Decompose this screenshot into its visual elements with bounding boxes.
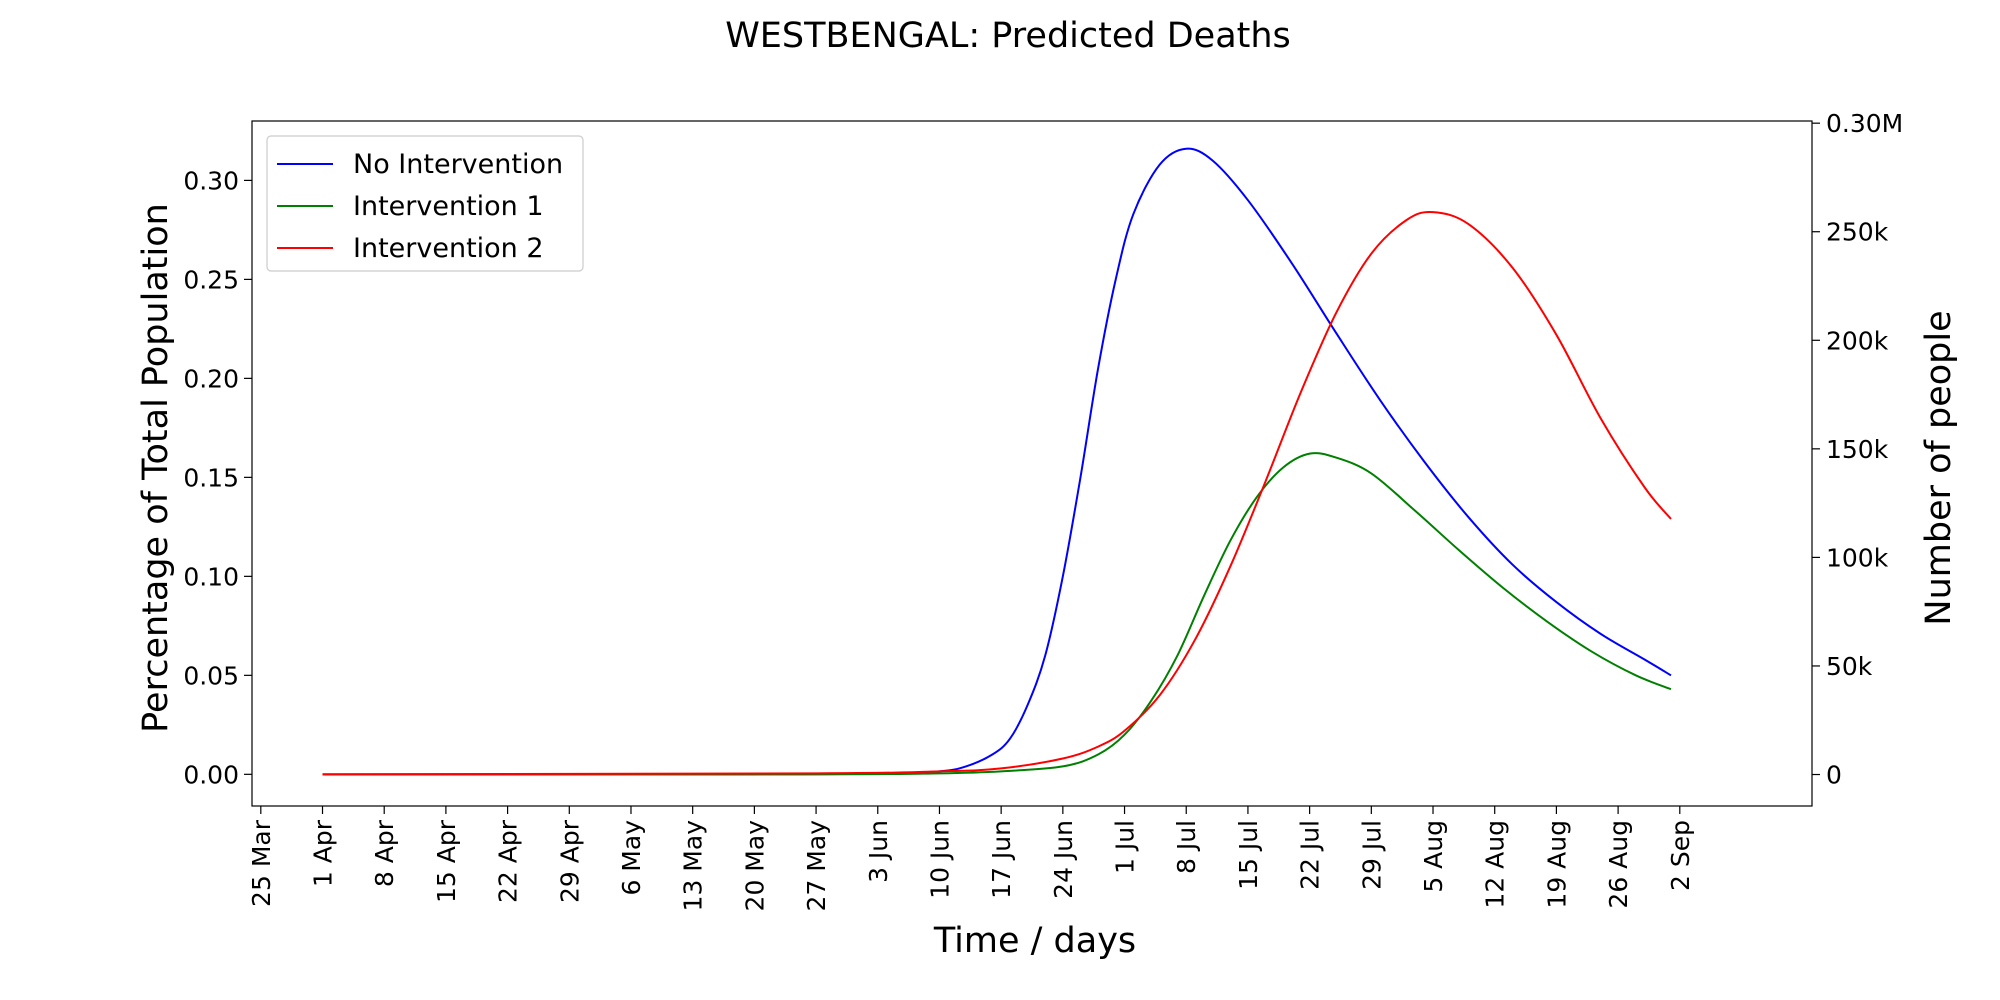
legend: No Intervention Intervention 1 Interventio… xyxy=(266,135,584,272)
y-tick-label: 0.00 xyxy=(183,760,239,789)
x-tick-label: 29 Apr xyxy=(555,819,584,903)
x-tick-label: 17 Jun xyxy=(987,820,1016,899)
x-tick-label: 15 Jul xyxy=(1234,820,1263,890)
x-tick-label: 20 May xyxy=(740,820,769,912)
y-axis-label: Percentage of Total Population xyxy=(136,203,176,733)
x-tick-label: 13 May xyxy=(679,820,708,912)
legend-label: Intervention 1 xyxy=(353,191,544,222)
series-layer xyxy=(322,147,1672,776)
legend-label: No Intervention xyxy=(353,149,563,180)
plot-area-frame xyxy=(251,120,1813,807)
x-tick-label: 24 Jun xyxy=(1049,820,1078,899)
x-tick-label: 29 Jul xyxy=(1357,820,1386,890)
x-tick-layer: 25 Mar 1 Apr 8 Apr 15 Apr 22 Apr 29 Apr 6 May 1… xyxy=(247,806,1695,911)
y-tick-label: 0.30 xyxy=(183,166,239,195)
x-tick-label: 27 May xyxy=(802,820,831,912)
x-tick-label: 25 Mar xyxy=(247,819,276,907)
right-y-tick-label: 0.30M xyxy=(1826,109,1903,138)
x-axis-label: Time / days xyxy=(933,921,1136,961)
right-y-tick-label: 50k xyxy=(1826,652,1873,681)
x-tick-label: 1 Jul xyxy=(1111,820,1140,874)
x-tick-label: 15 Apr xyxy=(432,819,461,903)
right-y-tick-label: 200k xyxy=(1826,326,1889,355)
x-tick-label: 6 May xyxy=(617,820,646,896)
right-y-tick-label: 150k xyxy=(1826,435,1889,464)
x-tick-label: 12 Aug xyxy=(1481,820,1510,909)
x-tick-label: 22 Apr xyxy=(494,819,523,903)
right-y-axis-label: Number of people xyxy=(1919,310,1959,625)
right-y-tick-label: 100k xyxy=(1826,543,1889,572)
legend-label: Intervention 2 xyxy=(353,233,544,264)
y-tick-label: 0.20 xyxy=(183,364,239,393)
chart-title: WESTBENGAL: Predicted Deaths xyxy=(725,16,1291,56)
x-tick-label: 22 Jul xyxy=(1296,820,1325,890)
x-tick-label: 10 Jun xyxy=(925,820,954,899)
x-tick-label: 3 Jun xyxy=(864,820,893,883)
y-tick-label: 0.25 xyxy=(183,265,239,294)
x-tick-label: 1 Apr xyxy=(309,819,338,887)
left-y-tick-layer: 0.00 0.05 0.10 0.15 0.20 0.25 0.30 xyxy=(183,166,252,789)
right-y-tick-label: 250k xyxy=(1826,218,1889,247)
x-tick-label: 8 Jul xyxy=(1172,820,1201,874)
x-tick-label: 2 Sep xyxy=(1666,820,1695,891)
y-tick-label: 0.10 xyxy=(183,562,239,591)
x-tick-label: 26 Aug xyxy=(1604,820,1633,909)
y-tick-label: 0.05 xyxy=(183,661,239,690)
x-tick-label: 5 Aug xyxy=(1419,820,1448,893)
series-line-3 xyxy=(322,210,1672,776)
right-y-tick-label: 0 xyxy=(1826,761,1842,790)
x-tick-label: 8 Apr xyxy=(370,819,399,887)
legend-box xyxy=(266,135,584,272)
y-tick-label: 0.15 xyxy=(183,463,239,492)
right-y-tick-layer: 0 50k 100k 150k 200k 250k 0.30M xyxy=(1812,109,1903,790)
x-tick-label: 19 Aug xyxy=(1542,820,1571,909)
series-line-2 xyxy=(322,452,1672,776)
